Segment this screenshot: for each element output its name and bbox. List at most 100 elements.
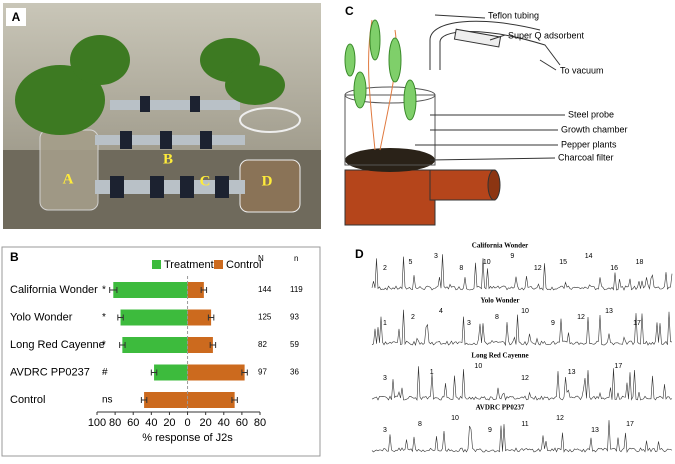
category-label: Control [10,394,45,406]
count-N: 144 [258,285,272,294]
diagram-label: Charcoal filter [558,152,614,162]
peak-label: 5 [409,259,413,266]
peak-label: 3 [383,427,387,434]
peak-label: 13 [591,427,599,434]
count-n: 119 [290,285,303,294]
x-tick-label: 0 [184,417,190,429]
trace-title: Yolo Wonder [481,297,520,305]
chromatogram-trace [371,366,673,401]
peak-label: 8 [459,265,463,272]
x-tick-label: 80 [254,417,266,429]
photo-label: A [63,171,74,187]
diagram-label: Steel probe [568,109,614,119]
significance: * [102,285,106,296]
peak-label: 12 [521,375,529,382]
x-tick-label: 40 [218,417,230,429]
x-tick-label: 100 [88,417,106,429]
significance: # [102,367,108,378]
chromatogram-trace [371,309,673,347]
peak-label: 17 [626,421,634,428]
bar [122,337,188,353]
bar [187,309,212,326]
peak-label: 13 [605,308,613,315]
bar [187,392,235,408]
bar [187,364,245,381]
peak-label: 9 [488,427,492,434]
photo-label: C [200,173,211,189]
photo-label: D [262,173,273,189]
peak-label: 4 [439,308,443,315]
peak-label: 3 [383,375,387,382]
legend-label: Control [226,259,261,271]
diagram-label: Pepper plants [561,139,617,149]
panel-frame [1,246,321,457]
peak-label: 8 [418,421,422,428]
legend-swatch [214,260,223,269]
error-bar [140,397,148,403]
error-bar [209,342,217,348]
x-tick-label: 20 [163,417,175,429]
x-axis-title: % response of J2s [142,432,233,444]
peak-label: 10 [521,308,529,315]
diagram-label: Super Q adsorbent [508,30,585,40]
error-bar [241,369,248,376]
photo: A A B C D [3,3,321,229]
x-tick-label: 60 [127,417,139,429]
significance: ns [102,395,113,406]
bar [187,337,213,353]
peak-label: 12 [534,265,542,272]
peak-label: 17 [614,363,622,370]
category-label: AVDRC PP0237 [10,366,90,378]
significance: * [102,312,106,323]
category-label: Yolo Wonder [10,311,73,323]
peak-label: 3 [434,253,438,260]
peak-label: 18 [636,259,644,266]
peak-label: 9 [551,320,555,327]
peak-label: 13 [568,369,576,376]
error-bar [200,287,208,293]
panel-letter: B [10,250,19,264]
bar [120,309,188,326]
x-tick-label: 60 [236,417,248,429]
x-tick-label: 80 [109,417,121,429]
peak-label: 17 [633,320,641,327]
photo-label: B [163,151,173,167]
error-bar [150,369,158,376]
trace-title: California Wonder [472,242,528,250]
count-N: 82 [258,340,267,349]
peak-label: 14 [585,253,593,260]
peak-label: 12 [577,314,585,321]
diagram-label: To vacuum [560,65,604,75]
peak-label: 15 [559,259,567,266]
column-header: n [294,254,298,263]
x-tick-label: 20 [200,417,212,429]
count-n: 36 [290,368,299,377]
bar [154,364,188,381]
chromatogram-trace [371,420,673,453]
diagram: C Teflon tubing Super Q adsorbent To vacuu… [344,4,628,226]
trace-title: Long Red Cayenne [471,352,528,360]
peak-label: 1 [383,320,387,327]
category-label: Long Red Cayenne [10,339,105,351]
peak-label: 11 [521,421,528,428]
count-N: 125 [258,313,272,322]
peak-label: 8 [495,314,499,321]
peak-label: 10 [474,363,482,370]
bar [113,282,188,298]
error-bar [207,314,215,321]
legend-label: Treatment [164,259,214,271]
chromatogram-trace [371,254,673,291]
count-n: 93 [290,313,299,322]
error-bar [119,342,126,348]
count-n: 59 [290,340,299,349]
diagram-label: Teflon tubing [488,10,539,20]
panel-letter: A [12,10,21,24]
peak-label: 10 [483,259,491,266]
peak-label: 12 [556,415,564,422]
peak-label: 16 [610,265,618,272]
x-tick-label: 40 [145,417,157,429]
panel-letter: C [345,4,354,18]
panel-letter: D [355,247,364,261]
count-N: 97 [258,368,267,377]
